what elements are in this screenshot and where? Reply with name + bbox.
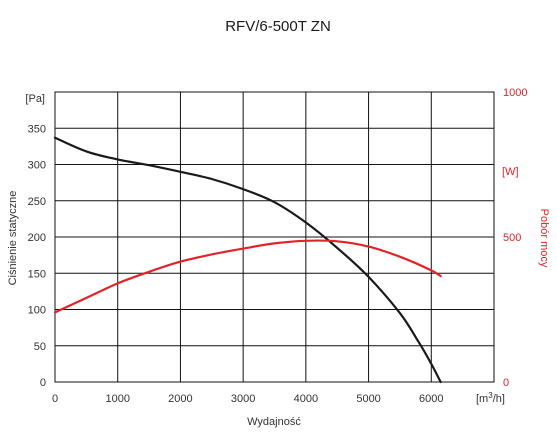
y-left-tick-label: 250 bbox=[28, 196, 46, 208]
x-tick-label: 3000 bbox=[231, 393, 255, 405]
chart-title: RFV/6-500T ZN bbox=[225, 18, 331, 35]
y-left-tick-label: 350 bbox=[28, 123, 46, 135]
y-left-tick-label: 50 bbox=[34, 341, 46, 353]
x-tick-label: 2000 bbox=[168, 393, 192, 405]
x-tick-label: 5000 bbox=[356, 393, 380, 405]
x-tick-label: 6000 bbox=[419, 393, 443, 405]
y-left-tick-label: 0 bbox=[40, 377, 46, 389]
x-unit-suffix: /h] bbox=[493, 393, 505, 405]
ticks-layer: 0 1000 2000 3000 4000 5000 6000050100150200250… bbox=[28, 87, 528, 405]
y-left-tick-label: 150 bbox=[28, 268, 46, 280]
y-axis-label-left: Ciśnienie statyczne bbox=[7, 191, 19, 286]
x-axis-label: Wydajność bbox=[247, 416, 301, 428]
y-unit-right: [W] bbox=[502, 166, 519, 178]
power-curve bbox=[53, 239, 442, 314]
grid bbox=[54, 91, 495, 383]
x-tick-label: 1000 bbox=[105, 393, 129, 405]
x-unit-sup: 3 bbox=[488, 391, 493, 400]
y-axis-label-right: Pobór mocy bbox=[538, 209, 550, 268]
y-left-tick-label: 200 bbox=[28, 232, 46, 244]
x-unit-label: [m3/h] bbox=[476, 391, 505, 405]
pressure-curve bbox=[53, 136, 442, 384]
y-left-tick-label: 100 bbox=[28, 305, 46, 317]
series-layer bbox=[53, 136, 442, 384]
y-right-tick-label: 500 bbox=[503, 232, 521, 244]
x-tick-label: 0 bbox=[52, 393, 58, 405]
y-unit-left: [Pa] bbox=[25, 93, 45, 105]
x-tick-label: 4000 bbox=[294, 393, 318, 405]
y-left-tick-label: 300 bbox=[28, 160, 46, 172]
y-right-tick-label: 1000 bbox=[503, 87, 527, 99]
y-right-tick-label: 0 bbox=[503, 377, 509, 389]
x-unit-prefix: [m bbox=[476, 393, 488, 405]
